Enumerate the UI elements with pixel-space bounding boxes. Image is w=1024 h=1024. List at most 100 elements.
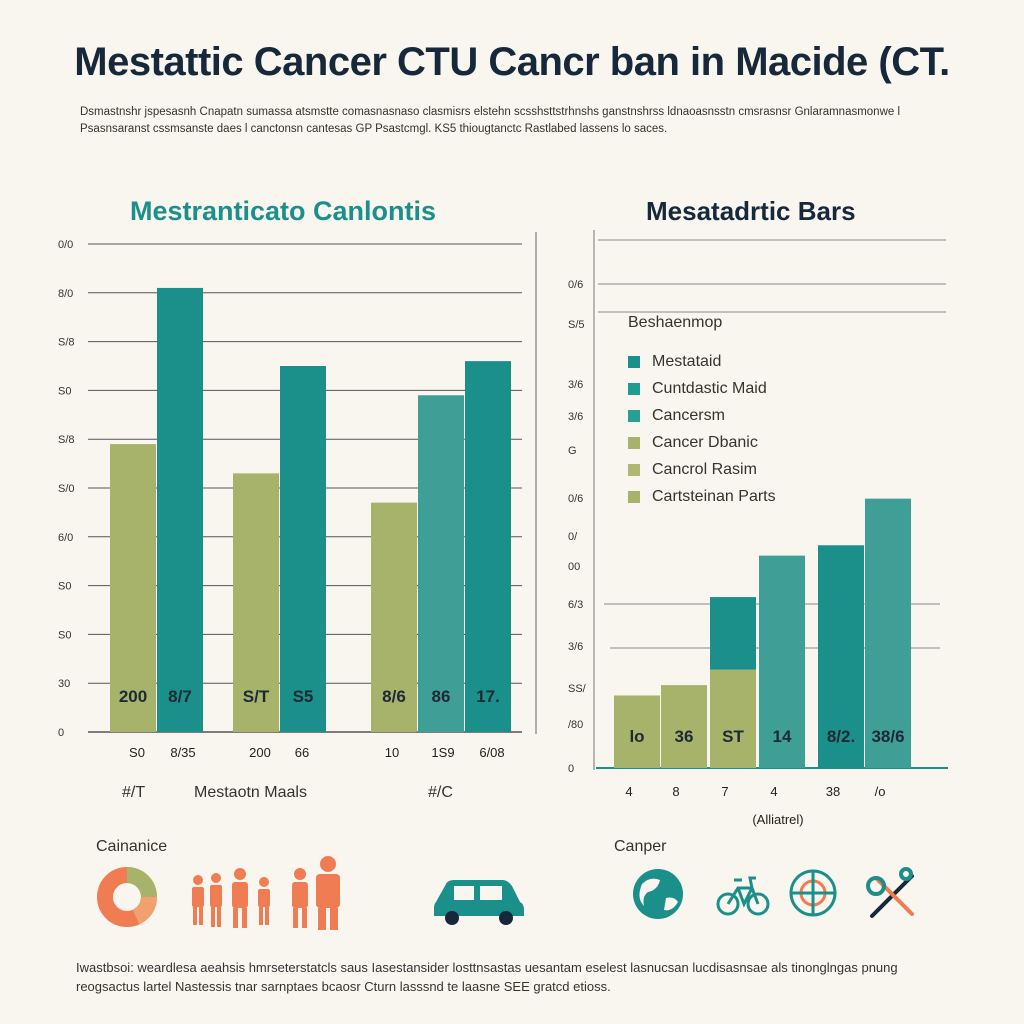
right-bar-base [818,545,864,768]
right-bar-data-label: 8/2. [827,727,855,746]
left-footnote-2: Mestaotn Maals [194,784,307,801]
left-bar [233,473,279,732]
left-bar [465,361,511,732]
car-icon [434,880,524,925]
right-y-tick-label: 00 [568,561,580,573]
left-x-tick-label: 200 [249,745,271,760]
legend-item: Mestataid [628,348,776,375]
left-y-tick-label: 0 [58,727,64,739]
left-bar [280,366,326,732]
scissors-tools-icon [866,867,914,918]
left-x-tick-label: 8/35 [170,745,195,760]
right-x-axis-title: (Alliatrel) [752,812,803,827]
right-y-tick-label: 6/3 [568,599,583,611]
left-footnote-3: #/C [428,784,453,801]
legend-item: Cartsteinan Parts [628,483,776,510]
left-y-tick-label: 0/0 [58,239,73,251]
left-x-tick-label: 6/08 [479,745,504,760]
legend-swatch [628,490,640,503]
people-icon [192,856,340,930]
right-bar-data-label: ST [722,727,744,746]
right-x-tick-label: 38 [826,784,840,799]
legend-label: Cancer Dbanic [652,433,758,451]
legend-label: Cartsteinan Parts [652,487,776,505]
right-section-label: Canper [614,838,667,855]
legend-swatch [628,463,640,476]
legend-item: Cuntdastic Maid [628,375,776,402]
left-y-tick-label: S/8 [58,434,75,446]
left-section-label: Cainanice [96,838,168,855]
right-y-tick-label: 0/6 [568,493,583,505]
left-y-tick-label: 6/0 [58,532,73,544]
globe-icon [633,869,683,919]
right-bar-data-label: 14 [773,727,792,746]
left-bar-data-label: 8/6 [382,687,406,706]
legend-swatch [628,436,640,449]
left-bar [110,444,156,732]
right-bar-data-label: lo [629,727,644,746]
left-y-tick-label: S0 [58,629,71,641]
right-bar-base [710,669,756,768]
right-y-tick-label: S/5 [568,319,585,331]
right-y-tick-label: 3/6 [568,411,583,423]
right-y-tick-label: SS/ [568,683,587,695]
right-y-tick-label: /80 [568,719,583,731]
legend-item: Cancer Dbanic [628,429,776,456]
donut-chart-icon [97,867,157,927]
left-y-tick-label: S0 [58,581,71,593]
legend-label: Cuntdastic Maid [652,379,767,397]
left-y-tick-label: S0 [58,385,71,397]
legend-swatch [628,355,640,368]
left-chart-title: Mestranticato Canlontis [130,196,437,226]
left-y-tick-label: 8/0 [58,288,73,300]
left-bar-data-label: 86 [432,687,451,706]
right-chart-legend: Beshaenmop Mestataid Cuntdastic Maid Cance… [628,314,776,510]
left-bar-data-label: 200 [119,687,147,706]
left-x-tick-label: 66 [295,745,309,760]
left-bar [418,395,464,732]
left-footnote-1: #/T [122,784,146,801]
page-title: Mestattic Cancer CTU Cancr ban in Macide… [74,40,950,84]
legend-label: Cancersm [652,406,725,424]
right-bar-top [710,597,756,670]
legend-label: Cancrol Rasim [652,460,757,478]
legend-title: Beshaenmop [628,314,723,331]
right-y-tick-label: 3/6 [568,379,583,391]
left-bar-data-label: 8/7 [168,687,192,706]
legend-item: Cancrol Rasim [628,456,776,483]
right-bar-data-label: 36 [675,727,694,746]
right-y-tick-label: G [568,445,577,457]
left-y-tick-label: S/0 [58,483,75,495]
bicycle-icon [716,876,770,916]
right-chart-title: Mesatadrtic Bars [646,196,856,226]
right-y-tick-label: 3/6 [568,641,583,653]
legend-swatch [628,382,640,395]
left-bar-data-label: S/T [243,687,270,706]
legend-label: Mestataid [652,352,722,370]
right-x-tick-label: 7 [721,784,728,799]
left-x-tick-label: 1S9 [431,745,454,760]
left-y-tick-label: S/8 [58,337,75,349]
left-bar-data-label: S5 [293,687,314,706]
right-x-tick-label: 8 [672,784,679,799]
right-x-tick-label: /o [875,784,886,799]
target-globe-icon [789,869,837,917]
left-y-tick-label: 30 [58,678,70,690]
right-bar-base [614,695,660,768]
left-x-tick-label: S0 [129,745,145,760]
right-x-tick-label: 4 [625,784,632,799]
page-footer: Iwastbsoi: weardlesa aeahsis hmrsetersta… [76,960,898,994]
right-y-tick-label: 0/6 [568,279,583,291]
right-x-tick-label: 4 [770,784,777,799]
left-bar [157,287,203,732]
left-bar-data-label: 17. [476,687,500,706]
left-x-tick-label: 10 [385,745,399,760]
left-bar [371,502,417,732]
right-y-tick-label: 0 [568,763,574,775]
legend-swatch [628,409,640,422]
page-subtitle: Dsmastnshr jspesasnh Cnapatn sumassa ats… [80,106,901,135]
right-bar-base [759,555,805,768]
right-bar-base [865,498,911,768]
